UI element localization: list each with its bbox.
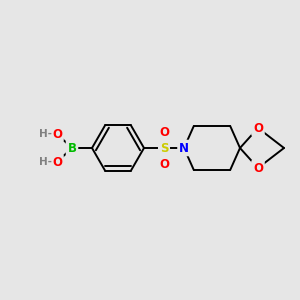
Text: O: O xyxy=(253,161,263,175)
Text: O: O xyxy=(52,155,62,169)
Text: B: B xyxy=(68,142,76,154)
Text: H-: H- xyxy=(38,129,52,139)
Text: O: O xyxy=(52,128,62,140)
Text: O: O xyxy=(253,122,263,134)
Text: H-: H- xyxy=(38,157,52,167)
Text: O: O xyxy=(159,125,169,139)
Text: N: N xyxy=(179,142,189,154)
Text: O: O xyxy=(159,158,169,170)
Text: S: S xyxy=(160,142,168,154)
